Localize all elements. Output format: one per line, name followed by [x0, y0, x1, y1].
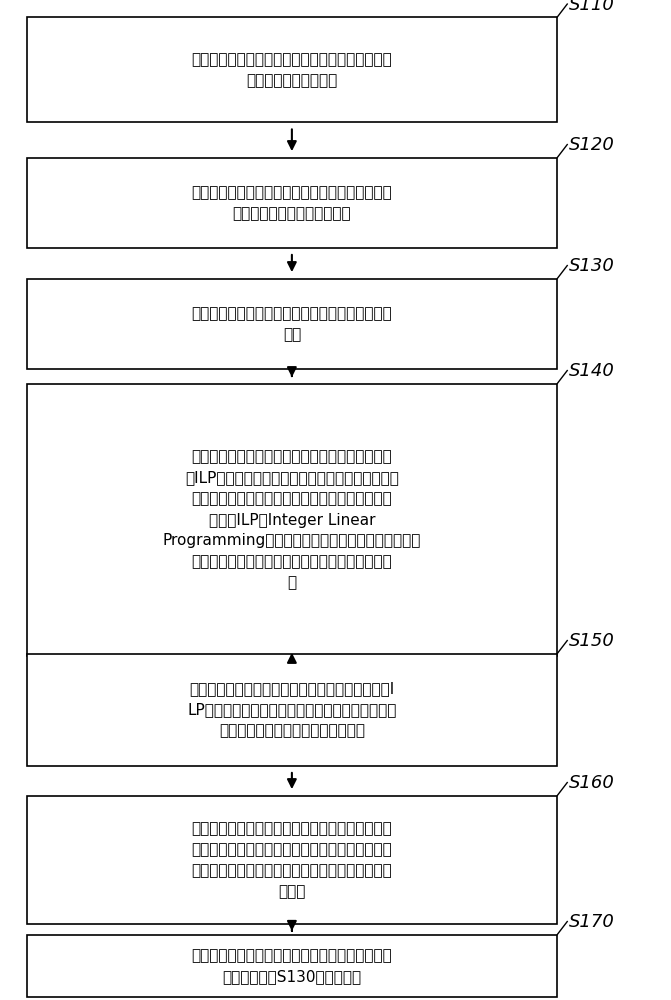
Bar	[27, 17, 557, 122]
Bar	[27, 158, 557, 248]
Bar	[27, 279, 557, 369]
Text: 针对每一个待调度的时间触发流量，获取该时间触
发流量的传输路径集合: 针对每一个待调度的时间触发流量，获取该时间触 发流量的传输路径集合	[191, 52, 393, 88]
Text: 判断各上述触发流量组是否均调度完成，若否，则
返回上述步骤S130，继续执行: 判断各上述触发流量组是否均调度完成，若否，则 返回上述步骤S130，继续执行	[191, 948, 393, 984]
Bar	[27, 935, 557, 997]
Text: S160: S160	[569, 774, 615, 792]
Text: S140: S140	[569, 362, 615, 380]
Text: 根据各上述传输路径集合，将各个上述时间触发流
量进行分组，得到触发流量组: 根据各上述传输路径集合，将各个上述时间触发流 量进行分组，得到触发流量组	[191, 185, 393, 221]
Text: S120: S120	[569, 136, 615, 154]
Text: 针对当前选取的触发流量组，根据时隙、已获得的
各ILP目标函数，以及当前选取的触发流量组中各个
时间触发流量的传输路径，建立当前选取的触发流
量组的ILP（In: 针对当前选取的触发流量组，根据时隙、已获得的 各ILP目标函数，以及当前选取的触…	[162, 450, 421, 590]
Bar	[27, 384, 557, 656]
Text: S170: S170	[569, 913, 615, 931]
Bar	[27, 796, 557, 924]
Text: 针对当前选取的触发流量组，求解该触发流量组的I
LP目标函数，得到该触发流量组中的各个时间触发
流量的目标传输路径和目标传输时隙: 针对当前选取的触发流量组，求解该触发流量组的I LP目标函数，得到该触发流量组中…	[187, 682, 397, 738]
Text: 在各上述触发流量组中，选取一个未调度的触发流
量组: 在各上述触发流量组中，选取一个未调度的触发流 量组	[191, 306, 393, 342]
Text: S130: S130	[569, 257, 615, 275]
Text: S150: S150	[569, 632, 615, 650]
Bar	[27, 654, 557, 766]
Text: 针对任一时间触发流量，按照该时间触发流量的目
标传输时隙和该时间触发流量的目标传输路径，在
目标传输时隙将该时间触发流量由源主机传输到目
的主机: 针对任一时间触发流量，按照该时间触发流量的目 标传输时隙和该时间触发流量的目标传…	[191, 821, 393, 899]
Text: S110: S110	[569, 0, 615, 13]
